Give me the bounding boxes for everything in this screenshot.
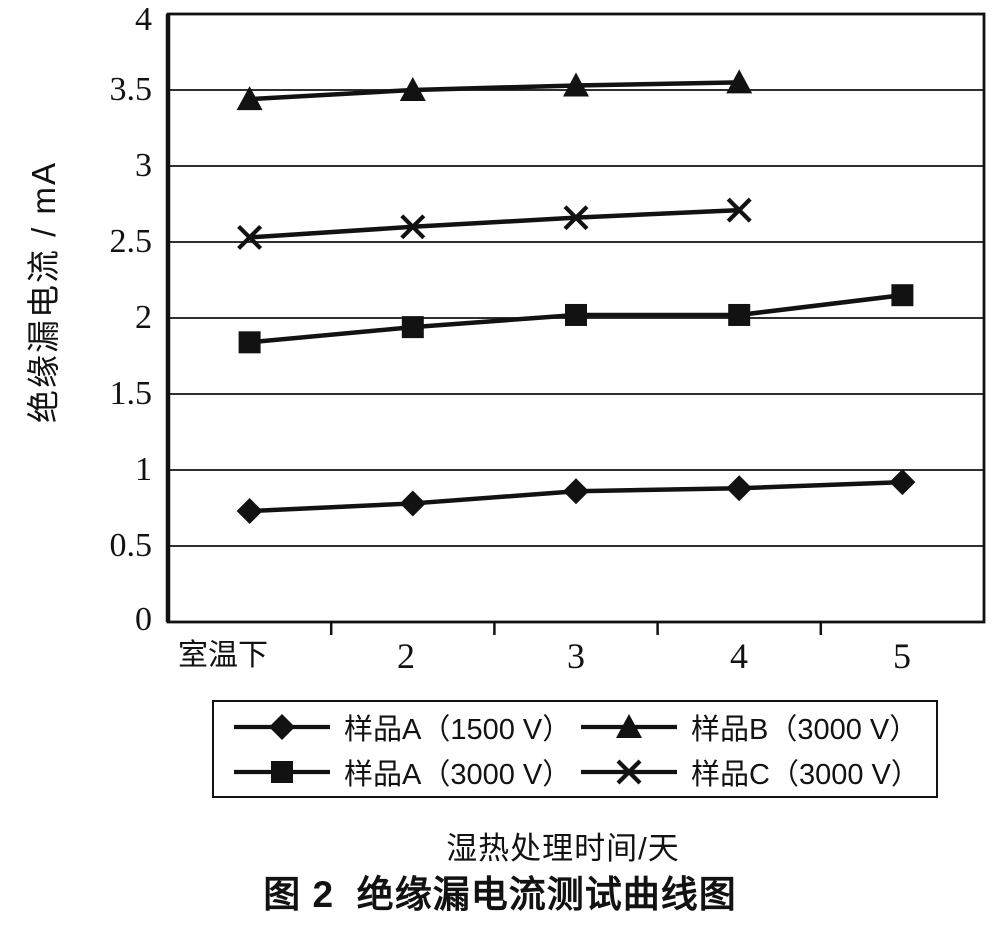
x-axis-title: 湿热处理时间/天 bbox=[446, 831, 680, 866]
marker-square bbox=[728, 303, 751, 326]
legend-key-square bbox=[234, 760, 330, 783]
legend-entry: 样品C（3000 V） bbox=[579, 751, 926, 793]
marker-square bbox=[401, 316, 424, 339]
y-tick-label: 1 bbox=[135, 451, 152, 488]
marker-x bbox=[237, 224, 263, 250]
y-tick-label: 2.5 bbox=[109, 223, 153, 260]
marker-diamond bbox=[889, 469, 916, 496]
marker-x bbox=[400, 214, 426, 240]
legend-entry: 样品A（3000 V） bbox=[232, 751, 579, 793]
y-tick-label: 0.5 bbox=[109, 527, 153, 564]
legend-entry: 样品A（1500 V） bbox=[232, 706, 579, 748]
marker-triangle bbox=[236, 86, 263, 111]
y-tick-label: 0 bbox=[135, 601, 152, 638]
marker-triangle bbox=[616, 713, 642, 738]
x-tick-label: 2 bbox=[397, 636, 415, 676]
legend-label: 样品A（1500 V） bbox=[344, 713, 572, 746]
series-line bbox=[249, 80, 740, 102]
x-tick-label: 4 bbox=[730, 636, 748, 676]
marker-x bbox=[616, 759, 642, 784]
marker-diamond bbox=[236, 498, 263, 525]
legend-entry: 样品B（3000 V） bbox=[579, 706, 926, 748]
y-tick-label: 3 bbox=[135, 147, 152, 184]
marker-x bbox=[563, 205, 589, 231]
marker-diamond bbox=[563, 478, 589, 505]
marker-triangle bbox=[726, 69, 753, 94]
y-tick-label: 1.5 bbox=[109, 375, 153, 412]
marker-diamond bbox=[269, 713, 295, 740]
y-tick-label: 4 bbox=[135, 1, 152, 38]
x-tick-label: 5 bbox=[893, 636, 911, 676]
marker-square bbox=[271, 760, 293, 783]
y-tick-label: 3.5 bbox=[109, 71, 153, 108]
legend-key-x bbox=[581, 759, 677, 784]
x-tick-label: 室温下 bbox=[178, 639, 268, 672]
marker-diamond bbox=[726, 475, 753, 502]
plot-area bbox=[165, 12, 986, 635]
y-tick-label: 2 bbox=[135, 299, 152, 336]
x-tick-label: 3 bbox=[567, 636, 585, 676]
marker-square bbox=[565, 303, 587, 326]
figure-caption: 图 2 绝缘漏电流测试曲线图 bbox=[263, 874, 737, 915]
marker-x bbox=[726, 197, 752, 223]
marker-square bbox=[238, 331, 261, 354]
legend-label: 样品A（3000 V） bbox=[344, 758, 572, 791]
marker-triangle bbox=[563, 72, 589, 97]
marker-triangle bbox=[399, 77, 426, 101]
marker-square bbox=[891, 284, 914, 307]
legend-label: 样品C（3000 V） bbox=[691, 758, 920, 791]
series-line bbox=[249, 207, 740, 240]
legend-box: 样品A（1500 V） 样品B（3000 V） 样品A（3000 V） 样品C（… bbox=[212, 700, 938, 798]
legend-label: 样品B（3000 V） bbox=[691, 713, 919, 746]
legend-key-diamond bbox=[234, 713, 330, 740]
legend-key-triangle bbox=[581, 713, 677, 738]
marker-diamond bbox=[399, 490, 426, 517]
